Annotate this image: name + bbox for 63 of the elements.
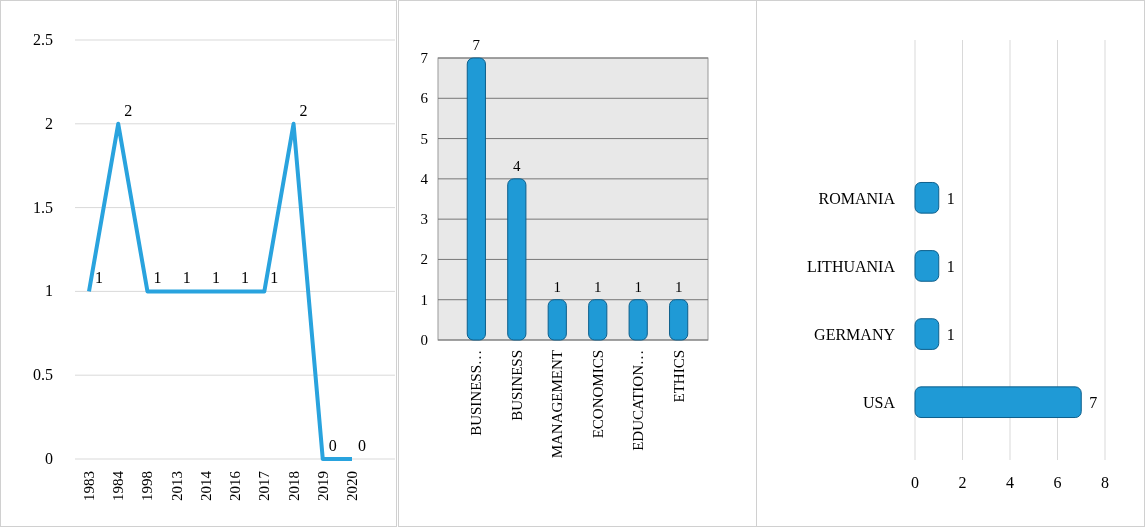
x-tick-label: 1983 (81, 471, 97, 501)
bar (547, 299, 567, 341)
y-tick-label: 1 (420, 291, 428, 308)
x-tick-label: 2017 (256, 470, 273, 501)
x-tick-label: EDUCATION… (630, 350, 647, 451)
x-tick-label: 2016 (227, 470, 244, 501)
x-tick-label: BUSINESS… (468, 350, 485, 436)
y-tick-label: USA (862, 394, 896, 412)
x-tick-label: 2013 (168, 471, 185, 501)
data-label: 2 (299, 101, 308, 119)
data-label: 1 (241, 269, 250, 287)
x-tick-label: 2020 (344, 471, 360, 501)
x-tick-label: 1998 (139, 471, 156, 501)
data-label: 1 (153, 269, 162, 287)
data-label: 1 (270, 269, 279, 287)
x-tick-label: 2019 (314, 471, 331, 501)
data-label: 4 (513, 157, 522, 174)
bar (588, 299, 608, 341)
data-label: 1 (593, 278, 602, 295)
y-tick-label: 2.5 (33, 31, 53, 48)
bar (507, 178, 527, 341)
data-label: 2 (124, 101, 133, 119)
data-label: 1 (553, 278, 562, 295)
y-tick-label: 1 (45, 282, 53, 300)
y-tick-label: 3 (420, 211, 428, 228)
data-label: 1 (946, 326, 955, 344)
y-tick-label: 0 (420, 332, 428, 348)
x-tick-label: 8 (1101, 474, 1109, 491)
y-tick-label: ROMANIA (818, 189, 896, 207)
y-tick-label: 4 (420, 170, 429, 187)
x-tick-label: 4 (1006, 474, 1014, 491)
data-label: 1 (634, 278, 642, 295)
data-label: 1 (674, 278, 683, 295)
x-tick-label: 0 (911, 474, 919, 491)
y-tick-label: 0 (45, 450, 53, 467)
y-tick-label: 7 (420, 50, 429, 66)
data-label: 1 (182, 269, 191, 287)
x-tick-label: ETHICS (670, 350, 687, 403)
data-label: 1 (946, 257, 955, 275)
data-label: 1 (946, 189, 955, 207)
y-tick-label: GERMANY (814, 326, 896, 344)
x-tick-label: BUSINESS (508, 350, 525, 421)
data-label: 1 (211, 269, 220, 287)
data-label: 7 (472, 37, 481, 53)
x-tick-label: 2 (958, 474, 967, 491)
x-tick-label: 2018 (285, 471, 302, 501)
y-tick-label: 5 (420, 130, 428, 147)
x-tick-label: ECONOMICS (589, 350, 606, 439)
x-tick-label: 1984 (110, 470, 127, 501)
data-label: 1 (95, 269, 103, 287)
bar (466, 57, 486, 341)
data-label: 7 (1089, 394, 1098, 412)
x-tick-label: 2014 (197, 470, 214, 501)
y-tick-label: 2 (420, 251, 428, 268)
y-tick-label: 1.5 (33, 198, 53, 216)
x-tick-label: MANAGEMENT (549, 350, 566, 459)
bar (628, 299, 648, 341)
y-tick-label: 2 (45, 114, 53, 132)
y-tick-label: 6 (420, 90, 429, 107)
bar (669, 299, 689, 341)
y-tick-label: LITHUANIA (807, 257, 896, 275)
y-tick-label: 0.5 (33, 366, 53, 384)
x-tick-label: 6 (1053, 474, 1062, 491)
